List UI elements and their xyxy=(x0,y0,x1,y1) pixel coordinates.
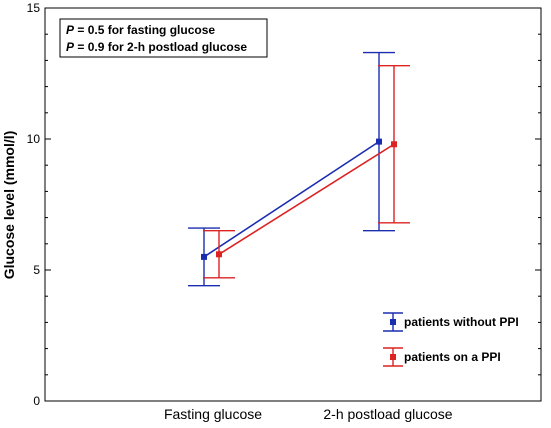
legend-marker xyxy=(390,319,396,325)
y-tick-label: 5 xyxy=(33,263,40,277)
y-tick-label: 0 xyxy=(33,394,40,408)
legend-label: patients without PPI xyxy=(404,315,519,329)
x-tick-label: 2-h postload glucose xyxy=(323,406,452,422)
annotation-line-2: P = 0.9 for 2-h postload glucose xyxy=(66,40,247,54)
legend-item-2: patients on a PPI xyxy=(383,347,501,367)
y-tick-label: 15 xyxy=(27,1,41,15)
legend: patients without PPI patients on a PPI xyxy=(383,312,519,367)
series-line xyxy=(218,143,395,255)
legend-label: patients on a PPI xyxy=(404,350,501,364)
annotation-line-1: P = 0.5 for fasting glucose xyxy=(66,23,215,37)
plot-area xyxy=(44,7,542,402)
x-axis: Fasting glucose 2-h postload glucose xyxy=(164,406,453,422)
data-point xyxy=(376,138,382,145)
legend-item-1: patients without PPI xyxy=(383,312,519,332)
data-point xyxy=(391,141,397,148)
annotation-p-2: P xyxy=(66,40,75,54)
x-tick-label: Fasting glucose xyxy=(164,406,262,422)
y-axis: 0 5 10 15 xyxy=(27,1,541,408)
annotation-box: P = 0.5 for fasting glucose P = 0.9 for … xyxy=(59,18,268,58)
data-point xyxy=(201,253,207,260)
series-layer xyxy=(188,51,410,287)
annotation-p-1: P xyxy=(66,23,75,37)
series-2 xyxy=(203,64,410,279)
annotation-rest-1: = 0.5 for fasting glucose xyxy=(74,23,215,37)
data-point xyxy=(216,251,222,258)
legend-marker xyxy=(390,354,396,360)
annotation-frame xyxy=(59,18,268,58)
annotation-rest-2: = 0.9 for 2-h postload glucose xyxy=(74,40,247,54)
y-axis-title: Glucose level (mmol/l) xyxy=(1,131,17,280)
y-tick-label: 10 xyxy=(27,132,41,146)
series-1 xyxy=(188,51,395,287)
series-line xyxy=(203,140,380,258)
